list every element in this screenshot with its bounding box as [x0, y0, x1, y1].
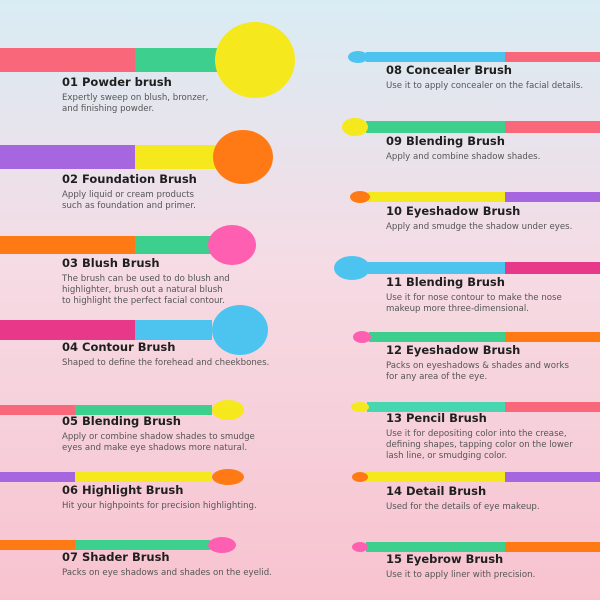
brush-description: and finishing powder.	[62, 104, 154, 114]
brush-ferrule	[75, 405, 212, 415]
brush-handle	[505, 52, 600, 62]
brush-ferrule	[135, 320, 212, 340]
brush-description: Apply liquid or cream products	[62, 190, 195, 200]
brush-head	[208, 537, 236, 553]
brush-handle	[505, 472, 600, 482]
brush-handle	[0, 236, 135, 254]
brush-handle	[505, 332, 600, 342]
brush-description: Use it for depositing color into the cre…	[386, 429, 567, 439]
brush-ferrule	[368, 192, 505, 202]
brush-ferrule	[135, 48, 220, 72]
brush-head	[348, 51, 368, 63]
brush-description: Hit your highpoints for precision highli…	[62, 501, 257, 511]
brush-title: 06 Highlight Brush	[62, 483, 183, 497]
brush-handle	[0, 405, 75, 415]
brush-title: 09 Blending Brush	[386, 134, 505, 148]
brush-description: Used for the details of eye makeup.	[386, 502, 540, 512]
brush-description: eyes and make eye shadows more natural.	[62, 443, 247, 453]
brush-description: lash line, or smudging color.	[386, 451, 507, 461]
brush-ferrule	[366, 472, 505, 482]
brush-head	[212, 469, 244, 485]
brush-ferrule	[366, 52, 505, 62]
brush-description: Apply and combine shadow shades.	[386, 152, 540, 162]
brush-head	[215, 22, 295, 98]
brush-title: 07 Shader Brush	[62, 550, 170, 564]
brush-handle	[0, 48, 135, 72]
brush-title: 08 Concealer Brush	[386, 63, 512, 77]
brush-description: highlighter, brush out a natural blush	[62, 285, 223, 295]
brush-description: Shaped to define the forehead and cheekb…	[62, 358, 269, 368]
brush-title: 14 Detail Brush	[386, 484, 486, 498]
brush-description: Expertly sweep on blush, bronzer,	[62, 93, 208, 103]
brush-head	[352, 542, 368, 552]
brush-head	[334, 256, 370, 280]
brush-title: 04 Contour Brush	[62, 340, 175, 354]
brush-handle	[505, 262, 600, 274]
brush-description: The brush can be used to do blush and	[61, 274, 230, 284]
brush-head	[208, 225, 256, 265]
brush-description: Apply and smudge the shadow under eyes.	[386, 222, 572, 232]
brush-head	[342, 118, 368, 136]
brush-ferrule	[366, 121, 505, 133]
brush-description: Use it to apply concealer on the facial …	[386, 81, 583, 91]
brush-title: 01 Powder brush	[62, 75, 172, 89]
brush-description: defining shapes, tapping color on the lo…	[386, 440, 573, 450]
brush-ferrule	[367, 402, 505, 412]
brush-head	[350, 191, 370, 203]
brush-head	[212, 305, 268, 355]
brush-ferrule	[135, 236, 212, 254]
captions: 01 Powder brush Expertly sweep on blush, …	[61, 63, 583, 580]
brush-description: Use it to apply liner with precision.	[386, 570, 535, 580]
brush-handle	[505, 542, 600, 552]
brushes	[0, 22, 600, 553]
brush-handle	[0, 320, 135, 340]
brush-handle	[505, 121, 600, 133]
brush-handle	[505, 192, 600, 202]
brush-handle	[0, 472, 75, 482]
brush-head	[213, 130, 273, 184]
brush-handle	[505, 402, 600, 412]
brush-title: 03 Blush Brush	[62, 256, 160, 270]
brush-description: to highlight the perfect facial contour.	[62, 296, 225, 306]
brush-head	[353, 331, 371, 343]
brush-head	[351, 402, 369, 412]
brush-title: 13 Pencil Brush	[386, 411, 487, 425]
brush-description: Apply or combine shadow shades to smudge	[62, 432, 255, 442]
brush-title: 12 Eyeshadow Brush	[386, 343, 520, 357]
brush-ferrule	[135, 145, 220, 169]
brush-ferrule	[366, 542, 505, 552]
brush-ferrule	[369, 332, 505, 342]
brush-title: 02 Foundation Brush	[62, 172, 197, 186]
brush-description: makeup more three-dimensional.	[386, 304, 529, 314]
brush-handle	[0, 540, 75, 550]
brush-description: such as foundation and primer.	[62, 201, 196, 211]
brush-handle	[0, 145, 135, 169]
brush-head	[212, 400, 244, 420]
brush-ferrule	[368, 262, 505, 274]
brush-description: Packs on eye shadows and shades on the e…	[62, 568, 272, 578]
brush-ferrule	[75, 540, 210, 550]
brush-title: 11 Blending Brush	[386, 275, 505, 289]
brush-title: 05 Blending Brush	[62, 414, 181, 428]
brush-title: 10 Eyeshadow Brush	[386, 204, 520, 218]
brush-description: Packs on eyeshadows & shades and works	[386, 361, 569, 371]
brush-description: Use it for nose contour to make the nose	[386, 293, 562, 303]
brush-head	[352, 472, 368, 482]
brush-ferrule	[75, 472, 212, 482]
brush-title: 15 Eyebrow Brush	[386, 552, 503, 566]
brush-description: for any area of the eye.	[386, 372, 487, 382]
